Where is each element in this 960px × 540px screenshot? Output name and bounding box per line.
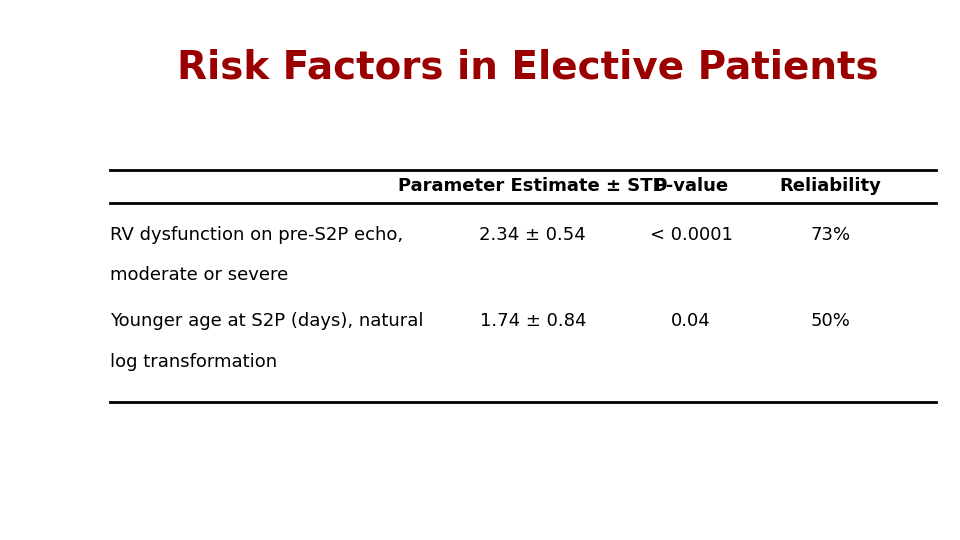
Text: 2.34 ± 0.54: 2.34 ± 0.54: [479, 226, 587, 244]
Text: 0.04: 0.04: [671, 312, 711, 330]
Text: P-value: P-value: [654, 177, 729, 195]
Text: log transformation: log transformation: [110, 353, 277, 371]
Text: Risk Factors in Elective Patients: Risk Factors in Elective Patients: [178, 49, 878, 86]
Text: 50%: 50%: [810, 312, 851, 330]
Text: Reliability: Reliability: [780, 177, 881, 195]
Text: 1.74 ± 0.84: 1.74 ± 0.84: [480, 312, 586, 330]
Text: Younger age at S2P (days), natural: Younger age at S2P (days), natural: [110, 312, 424, 330]
Text: RV dysfunction on pre-S2P echo,: RV dysfunction on pre-S2P echo,: [110, 226, 403, 244]
Text: 73%: 73%: [810, 226, 851, 244]
Text: < 0.0001: < 0.0001: [650, 226, 732, 244]
Text: Parameter Estimate ± STD: Parameter Estimate ± STD: [398, 177, 667, 195]
Text: moderate or severe: moderate or severe: [110, 266, 289, 285]
